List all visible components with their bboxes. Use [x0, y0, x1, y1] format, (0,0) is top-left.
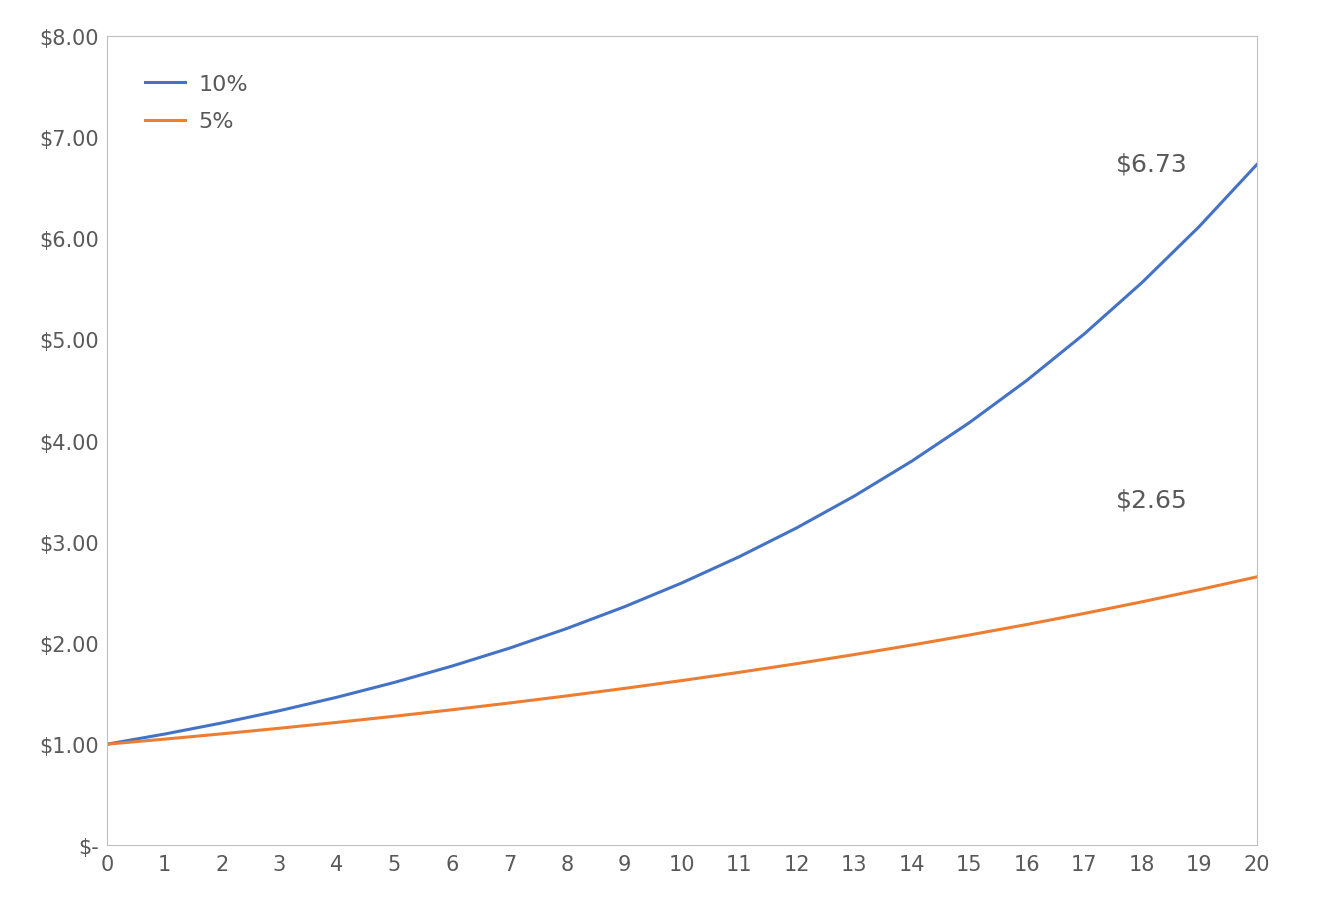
- 10%: [616, 602, 632, 613]
- 10%: [674, 578, 690, 589]
- 10%: [329, 692, 345, 703]
- 5%: [789, 658, 805, 669]
- 10%: [1191, 221, 1207, 233]
- 5%: [1019, 619, 1035, 630]
- 5%: [444, 705, 460, 716]
- 10%: [271, 706, 287, 717]
- 5%: [329, 717, 345, 728]
- 5%: [156, 733, 172, 744]
- 5%: [559, 690, 575, 701]
- 5%: [1191, 584, 1207, 596]
- Line: 10%: 10%: [107, 165, 1257, 744]
- 5%: [99, 739, 115, 750]
- 10%: [501, 643, 517, 654]
- 10%: [1019, 376, 1035, 387]
- 10%: [214, 718, 230, 729]
- 5%: [961, 630, 977, 641]
- 10%: [789, 523, 805, 534]
- 10%: [156, 729, 172, 740]
- 5%: [616, 683, 632, 694]
- Legend: 10%, 5%: 10%, 5%: [118, 48, 274, 159]
- 10%: [99, 739, 115, 750]
- 5%: [846, 650, 862, 661]
- 5%: [1249, 572, 1265, 583]
- Text: $6.73: $6.73: [1116, 153, 1187, 176]
- 5%: [1134, 596, 1150, 607]
- 10%: [731, 551, 747, 562]
- 5%: [904, 640, 920, 651]
- Line: 5%: 5%: [107, 577, 1257, 744]
- 5%: [386, 711, 402, 722]
- Text: $2.65: $2.65: [1116, 488, 1187, 512]
- 5%: [731, 667, 747, 678]
- 5%: [501, 698, 517, 709]
- 10%: [559, 623, 575, 634]
- 5%: [1076, 608, 1092, 619]
- 5%: [214, 729, 230, 740]
- 10%: [1134, 278, 1150, 289]
- 10%: [904, 456, 920, 467]
- 10%: [444, 661, 460, 672]
- 10%: [846, 491, 862, 502]
- 10%: [386, 677, 402, 688]
- 5%: [674, 675, 690, 686]
- 10%: [1249, 160, 1265, 171]
- 5%: [271, 723, 287, 734]
- 10%: [961, 418, 977, 429]
- 10%: [1076, 329, 1092, 340]
